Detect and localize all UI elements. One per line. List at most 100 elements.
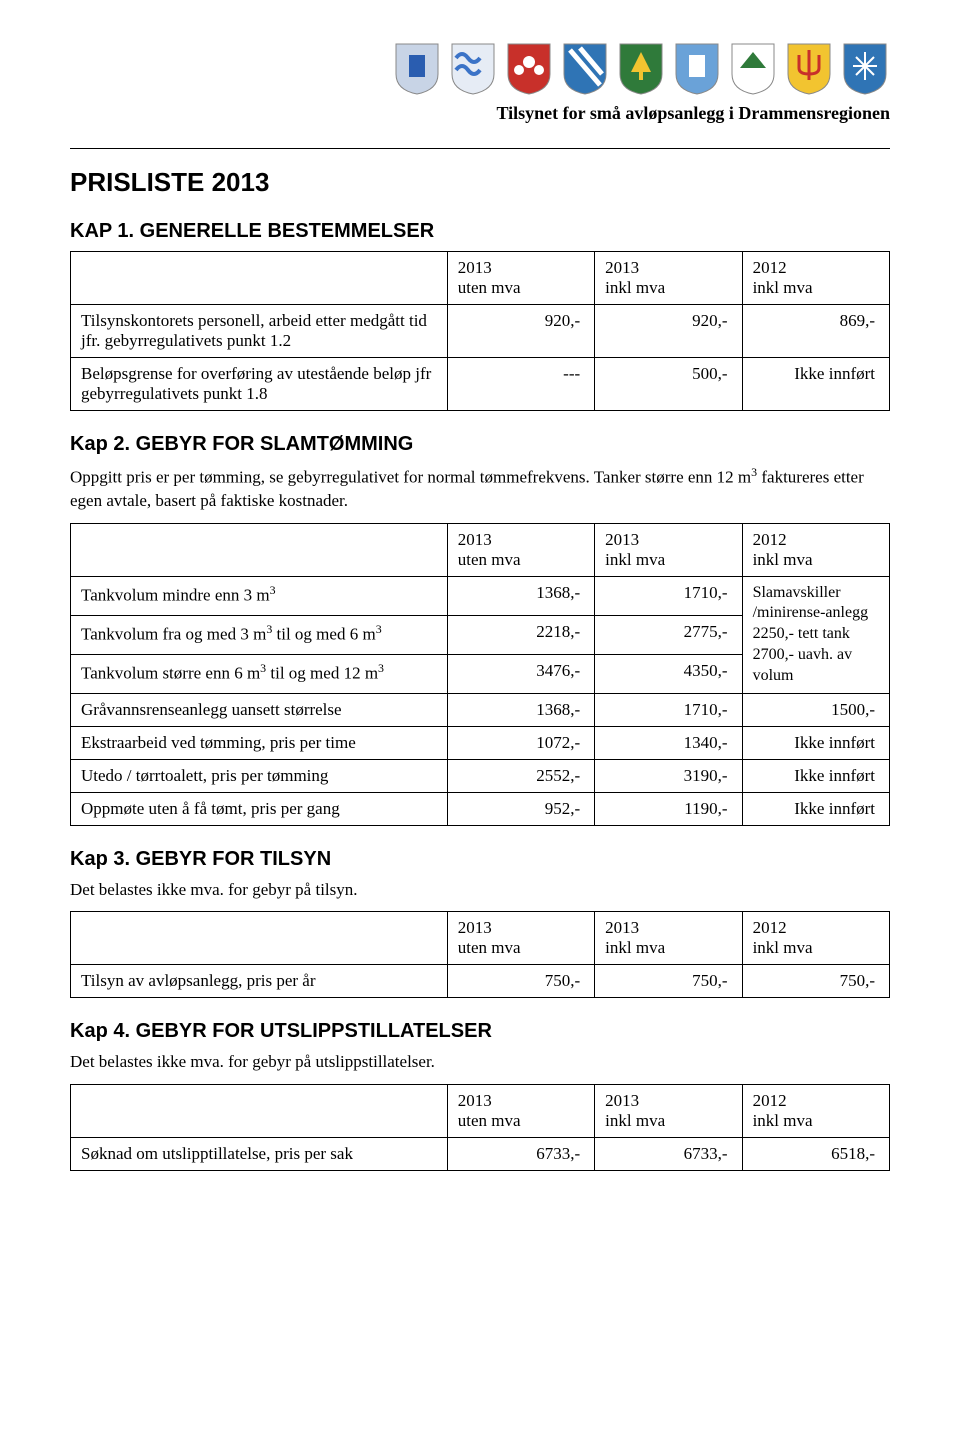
value-cell: 920,- xyxy=(595,305,742,358)
value-cell: 6518,- xyxy=(742,1138,889,1171)
value-cell: 1368,- xyxy=(447,576,594,615)
value-cell: 2552,- xyxy=(447,759,594,792)
table-row: Utedo / tørrtoalett, pris per tømming255… xyxy=(71,759,890,792)
value-cell: 750,- xyxy=(595,965,742,998)
col-header-empty xyxy=(71,912,448,965)
table-row: Oppmøte uten å få tømt, pris per gang952… xyxy=(71,792,890,825)
table-header-row: 2013uten mva 2013inkl mva 2012inkl mva xyxy=(71,912,890,965)
col-header-2: 2013inkl mva xyxy=(595,1085,742,1138)
value-cell: 1340,- xyxy=(595,726,742,759)
kap1-table: 2013uten mva 2013inkl mva 2012inkl mva T… xyxy=(70,251,890,411)
header-subtitle: Tilsynet for små avløpsanlegg i Drammens… xyxy=(70,103,890,130)
value-cell: Ikke innført xyxy=(742,792,889,825)
table-row: Beløpsgrense for overføring av uteståend… xyxy=(71,358,890,411)
desc-cell: Utedo / tørrtoalett, pris per tømming xyxy=(71,759,448,792)
col-header-empty xyxy=(71,252,448,305)
kap4-intro: Det belastes ikke mva. for gebyr på utsl… xyxy=(70,1051,890,1074)
kap4-heading: Kap 4. GEBYR FOR UTSLIPPSTILLATELSER xyxy=(70,1020,890,1043)
value-cell: 3190,- xyxy=(595,759,742,792)
col-header-3: 2012inkl mva xyxy=(742,252,889,305)
desc-cell: Tilsynskontorets personell, arbeid etter… xyxy=(71,305,448,358)
table-row: Gråvannsrenseanlegg uansett størrelse136… xyxy=(71,693,890,726)
crest-icon xyxy=(560,40,610,95)
crest-icon xyxy=(504,40,554,95)
value-cell: Ikke innført xyxy=(742,759,889,792)
desc-cell: Tilsyn av avløpsanlegg, pris per år xyxy=(71,965,448,998)
value-cell: Ikke innført xyxy=(742,726,889,759)
desc-cell: Ekstraarbeid ved tømming, pris per time xyxy=(71,726,448,759)
value-cell: 1500,- xyxy=(742,693,889,726)
crest-icon xyxy=(840,40,890,95)
table-row: Ekstraarbeid ved tømming, pris per time1… xyxy=(71,726,890,759)
desc-cell: Søknad om utslipptillatelse, pris per sa… xyxy=(71,1138,448,1171)
col-header-3: 2012inkl mva xyxy=(742,523,889,576)
table-row: Tilsynskontorets personell, arbeid etter… xyxy=(71,305,890,358)
value-cell: 6733,- xyxy=(447,1138,594,1171)
value-cell: 750,- xyxy=(742,965,889,998)
kap1-heading: KAP 1. GENERELLE BESTEMMELSER xyxy=(70,220,890,243)
kap3-body: Tilsyn av avløpsanlegg, pris per år750,-… xyxy=(71,965,890,998)
col-header-1: 2013uten mva xyxy=(447,912,594,965)
col-header-3: 2012inkl mva xyxy=(742,1085,889,1138)
value-cell: 6733,- xyxy=(595,1138,742,1171)
crest-icon xyxy=(392,40,442,95)
value-cell: 1368,- xyxy=(447,693,594,726)
value-cell: 500,- xyxy=(595,358,742,411)
table-header-row: 2013uten mva 2013inkl mva 2012inkl mva xyxy=(71,1085,890,1138)
col-header-2: 2013inkl mva xyxy=(595,523,742,576)
desc-cell: Tankvolum mindre enn 3 m3 xyxy=(71,576,448,615)
logo-row xyxy=(70,40,890,95)
crest-icon xyxy=(728,40,778,95)
value-cell: 750,- xyxy=(447,965,594,998)
table-row: Tankvolum mindre enn 3 m31368,-1710,-Sla… xyxy=(71,576,890,615)
desc-cell: Tankvolum fra og med 3 m3 til og med 6 m… xyxy=(71,615,448,654)
col-header-1: 2013uten mva xyxy=(447,252,594,305)
crest-icon xyxy=(448,40,498,95)
table-row: Tilsyn av avløpsanlegg, pris per år750,-… xyxy=(71,965,890,998)
kap2-body: Tankvolum mindre enn 3 m31368,-1710,-Sla… xyxy=(71,576,890,825)
value-cell: 869,- xyxy=(742,305,889,358)
desc-cell: Oppmøte uten å få tømt, pris per gang xyxy=(71,792,448,825)
merged-note-cell: Slamavskiller /minirense-anlegg 2250,- t… xyxy=(742,576,889,693)
table-header-row: 2013uten mva 2013inkl mva 2012inkl mva xyxy=(71,523,890,576)
kap2-table: 2013uten mva 2013inkl mva 2012inkl mva T… xyxy=(70,523,890,826)
kap2-heading: Kap 2. GEBYR FOR SLAMTØMMING xyxy=(70,433,890,456)
desc-cell: Beløpsgrense for overføring av uteståend… xyxy=(71,358,448,411)
kap4-body: Søknad om utslipptillatelse, pris per sa… xyxy=(71,1138,890,1171)
value-cell: 952,- xyxy=(447,792,594,825)
value-cell: 1190,- xyxy=(595,792,742,825)
value-cell: 1072,- xyxy=(447,726,594,759)
header-divider xyxy=(70,148,890,149)
col-header-2: 2013inkl mva xyxy=(595,252,742,305)
kap3-table: 2013uten mva 2013inkl mva 2012inkl mva T… xyxy=(70,911,890,998)
value-cell: 2218,- xyxy=(447,615,594,654)
value-cell: 1710,- xyxy=(595,693,742,726)
crest-icon xyxy=(672,40,722,95)
col-header-1: 2013uten mva xyxy=(447,523,594,576)
col-header-empty xyxy=(71,1085,448,1138)
value-cell: Ikke innført xyxy=(742,358,889,411)
value-cell: 3476,- xyxy=(447,654,594,693)
page-title: PRISLISTE 2013 xyxy=(70,167,890,198)
desc-cell: Tankvolum større enn 6 m3 til og med 12 … xyxy=(71,654,448,693)
desc-cell: Gråvannsrenseanlegg uansett størrelse xyxy=(71,693,448,726)
kap4-table: 2013uten mva 2013inkl mva 2012inkl mva S… xyxy=(70,1084,890,1171)
kap1-body: Tilsynskontorets personell, arbeid etter… xyxy=(71,305,890,411)
value-cell: 4350,- xyxy=(595,654,742,693)
crest-icon xyxy=(784,40,834,95)
value-cell: 920,- xyxy=(447,305,594,358)
col-header-3: 2012inkl mva xyxy=(742,912,889,965)
value-cell: 1710,- xyxy=(595,576,742,615)
table-header-row: 2013uten mva 2013inkl mva 2012inkl mva xyxy=(71,252,890,305)
kap2-intro: Oppgitt pris er per tømming, se gebyrreg… xyxy=(70,464,890,513)
col-header-empty xyxy=(71,523,448,576)
crest-icon xyxy=(616,40,666,95)
table-row: Søknad om utslipptillatelse, pris per sa… xyxy=(71,1138,890,1171)
col-header-1: 2013uten mva xyxy=(447,1085,594,1138)
value-cell: 2775,- xyxy=(595,615,742,654)
document-page: Tilsynet for små avløpsanlegg i Drammens… xyxy=(0,0,960,1231)
value-cell: --- xyxy=(447,358,594,411)
col-header-2: 2013inkl mva xyxy=(595,912,742,965)
kap3-heading: Kap 3. GEBYR FOR TILSYN xyxy=(70,848,890,871)
kap3-intro: Det belastes ikke mva. for gebyr på tils… xyxy=(70,879,890,902)
